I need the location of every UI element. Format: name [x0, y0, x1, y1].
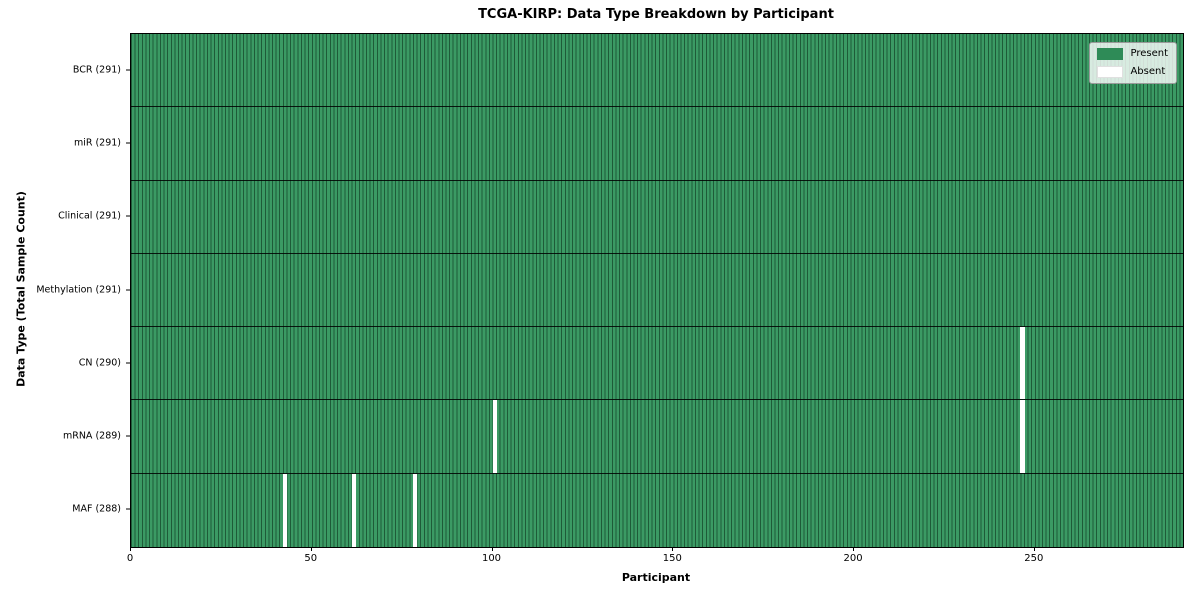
y-tick-label: CN (290)	[78, 357, 121, 369]
y-tick-label: Methylation (291)	[36, 284, 121, 295]
absent-gap	[1020, 400, 1025, 473]
y-tick-label: Clinical (291)	[58, 210, 121, 222]
absent-gap	[492, 400, 497, 473]
chart-title: TCGA-KIRP: Data Type Breakdown by Partic…	[478, 7, 834, 22]
x-axis-ticks: 0 50 100 150 200 250	[126, 547, 1182, 569]
y-tick-label: BCR (291)	[72, 64, 121, 76]
legend-item-present: Present	[1097, 48, 1168, 60]
datatype-row-clinical	[131, 180, 1183, 254]
absent-gap	[412, 473, 418, 547]
y-tick-mark	[126, 362, 130, 364]
absent-swatch-icon	[1097, 66, 1124, 78]
y-tick-mark	[126, 142, 130, 144]
absent-gap	[1020, 327, 1025, 400]
legend: Present Absent	[1089, 42, 1177, 84]
x-tick-mark	[491, 547, 493, 551]
x-tick-label: 100	[481, 553, 502, 564]
x-axis-label: Participant	[621, 571, 691, 584]
x-tick-mark	[130, 547, 131, 551]
legend-item-absent: Absent	[1097, 66, 1168, 78]
x-tick-label: 50	[304, 553, 318, 564]
y-tick-label: miR (291)	[73, 137, 121, 149]
x-tick-label: 250	[1024, 553, 1044, 564]
y-axis-ticks: BCR (291) miR (291) Clinical (291) Methylat…	[0, 33, 130, 546]
datatype-row-methylation	[131, 253, 1183, 328]
y-tick-label: MAF (288)	[72, 503, 121, 515]
x-tick-label: 0	[126, 553, 134, 564]
legend-label-present: Present	[1130, 48, 1168, 59]
x-tick-mark	[853, 547, 855, 551]
absent-gap	[351, 473, 356, 547]
datatype-row-cn	[131, 327, 1183, 401]
x-tick-label: 150	[662, 553, 682, 564]
legend-label-absent: Absent	[1130, 66, 1166, 77]
x-tick-mark	[672, 547, 674, 551]
x-tick-label: 200	[843, 553, 863, 564]
datatype-row-mrna	[131, 400, 1183, 474]
plot-area: Present Absent	[130, 33, 1184, 548]
presence-matrix	[131, 34, 1183, 547]
present-swatch-icon	[1097, 48, 1124, 60]
absent-gap	[282, 473, 288, 547]
y-tick-mark	[126, 508, 130, 510]
y-tick-mark	[126, 435, 130, 437]
y-tick-mark	[126, 289, 130, 290]
y-tick-mark	[126, 69, 130, 71]
datatype-row-bcr	[131, 34, 1183, 108]
x-tick-mark	[1033, 547, 1035, 551]
datatype-row-mir	[131, 107, 1183, 181]
datatype-row-maf	[131, 473, 1183, 547]
y-tick-mark	[126, 215, 130, 217]
x-tick-mark	[310, 547, 312, 551]
y-tick-label: mRNA (289)	[62, 430, 121, 442]
